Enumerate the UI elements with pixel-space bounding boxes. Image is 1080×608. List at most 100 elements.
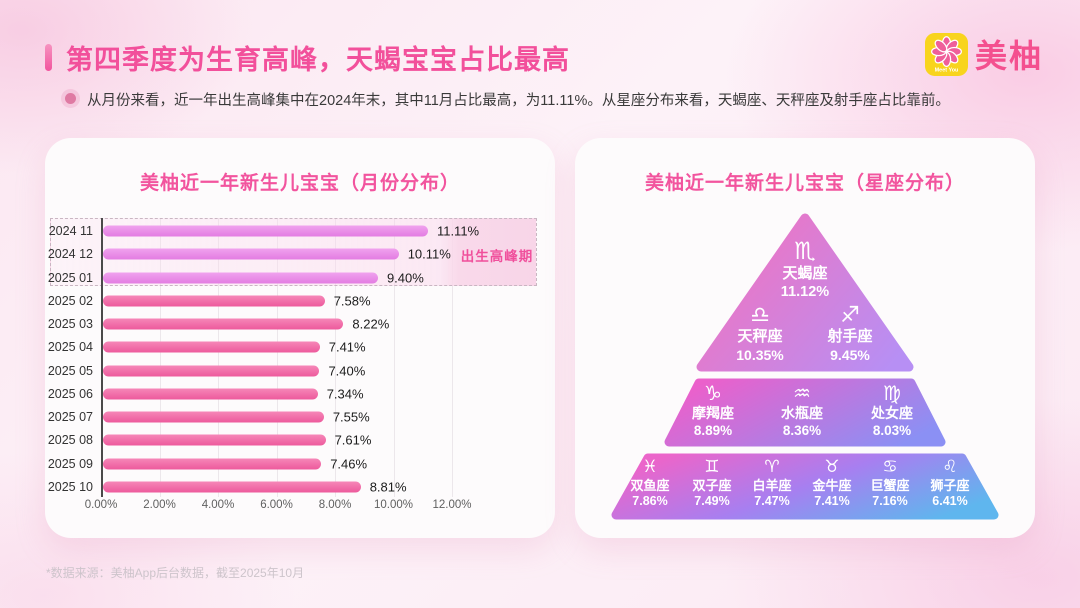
x-tick-label: 10.00% — [373, 499, 414, 511]
zodiac-cell: ♈ 白羊座 7.47% — [752, 458, 792, 509]
zodiac-percentage: 7.49% — [694, 494, 730, 509]
grid-line — [218, 218, 219, 497]
zodiac-cell: ♊ 双子座 7.49% — [692, 457, 732, 509]
bar-value-label: 8.81% — [369, 479, 407, 495]
x-tick-label: 12.00% — [432, 499, 472, 511]
zodiac-percentage: 6.41% — [932, 494, 968, 509]
category-label: 2025 10 — [47, 479, 93, 494]
category-label: 2025 06 — [47, 386, 93, 401]
grid-line — [159, 218, 161, 497]
bar-value-label: 8.22% — [352, 316, 390, 332]
zodiac-cell: ♎ 天秤座 10.35% — [736, 304, 783, 364]
bar-value-label: 7.41% — [328, 339, 366, 355]
bar — [103, 434, 326, 446]
bar — [103, 411, 324, 423]
logo-brand-text: 美柚 — [974, 38, 1043, 74]
zodiac-cell: ♌ 狮子座 6.41% — [930, 457, 970, 509]
zodiac-symbol-icon: ♍ — [883, 381, 901, 405]
title-accent-bar — [45, 44, 52, 71]
category-label: 2025 09 — [47, 456, 93, 471]
zodiac-symbol-icon: ♉ — [824, 457, 840, 477]
x-tick-label: 2.00% — [143, 499, 176, 511]
zodiac-name: 天秤座 — [737, 328, 783, 346]
zodiac-cell: ♐ 射手座 9.45% — [827, 304, 872, 364]
x-tick-label: 0.00% — [84, 499, 118, 511]
subtitle-text: 从月份来看，近一年出生高峰集中在2024年末，其中11月占比最高，为11.11%… — [87, 93, 950, 109]
bar — [103, 341, 320, 353]
bar-value-label: 7.55% — [332, 409, 370, 425]
zodiac-name: 狮子座 — [930, 477, 970, 493]
bar — [103, 388, 318, 400]
zodiac-symbol-icon: ♎ — [750, 303, 770, 328]
month-distribution-card: 美柚近一年新生儿宝宝（月份分布） 出生高峰期 2024 11 11.11% 2024 … — [45, 138, 555, 538]
category-label: 2025 08 — [47, 433, 93, 448]
bar-value-label: 11.11% — [436, 223, 480, 239]
zodiac-name: 水瓶座 — [781, 405, 823, 421]
bar-value-label: 7.61% — [334, 432, 372, 448]
month-bar-chart: 出生高峰期 2024 11 11.11% 2024 12 10.11% 2025 01 9.… — [45, 138, 555, 538]
category-label: 2025 02 — [47, 293, 93, 308]
bar — [103, 365, 320, 376]
logo-sub-text: Meet You — [935, 67, 959, 73]
pyramid-top-triangle — [696, 213, 914, 372]
zodiac-pyramid-chart: ♏ 天蝎座 11.12% ♎ 天秤座 10.35% ♐ 射手座 9.45% ♑ 摩羯座 8.89% ♒ 水… — [575, 138, 1035, 538]
zodiac-symbol-icon: ♊ — [704, 457, 720, 477]
meiyou-flower-icon: Meet You — [924, 32, 968, 76]
zodiac-name: 双子座 — [692, 477, 732, 493]
zodiac-percentage: 7.47% — [754, 494, 790, 509]
bar — [103, 458, 322, 469]
pyramid-middle-band — [664, 378, 946, 447]
data-source-note: *数据来源：美柚App后台数据，截至2025年10月 — [46, 566, 305, 580]
zodiac-symbol-icon: ♌ — [942, 457, 958, 477]
zodiac-name: 射手座 — [827, 328, 873, 346]
zodiac-name: 白羊座 — [752, 477, 792, 493]
zodiac-percentage: 7.16% — [872, 494, 908, 509]
x-tick-label: 8.00% — [318, 499, 352, 511]
bar-value-label: 10.11% — [407, 246, 451, 262]
month-chart-title: 美柚近一年新生儿宝宝（月份分布） — [139, 173, 460, 194]
bar-value-label: 7.34% — [326, 386, 364, 402]
category-label: 2025 07 — [47, 410, 93, 424]
zodiac-name: 摩羯座 — [692, 405, 734, 421]
zodiac-cell: ♏ 天蝎座 11.12% — [781, 237, 829, 302]
bar — [103, 295, 325, 307]
bar — [103, 225, 428, 237]
grid-line — [393, 218, 395, 497]
zodiac-cell: ♋ 巨蟹座 7.16% — [870, 457, 910, 509]
zodiac-percentage: 8.89% — [693, 422, 733, 438]
zodiac-percentage: 9.45% — [830, 347, 870, 364]
zodiac-name: 双鱼座 — [630, 477, 670, 493]
zodiac-symbol-icon: ♑ — [704, 381, 722, 405]
zodiac-name: 处女座 — [871, 405, 913, 421]
category-label: 2025 01 — [47, 270, 93, 285]
zodiac-name: 巨蟹座 — [870, 477, 910, 493]
x-tick-label: 4.00% — [201, 499, 235, 511]
zodiac-percentage: 7.86% — [632, 494, 668, 509]
zodiac-cell: ♓ 双鱼座 7.86% — [630, 458, 670, 509]
category-label: 2025 05 — [47, 363, 93, 378]
zodiac-symbol-icon: ♋ — [882, 457, 898, 477]
zodiac-percentage: 8.03% — [872, 422, 912, 438]
category-label: 2025 04 — [47, 340, 93, 355]
bar-value-label: 7.40% — [328, 363, 366, 378]
grid-line — [452, 218, 453, 497]
page-title: 第四季度为生育高峰，天蝎宝宝占比最高 — [66, 45, 570, 75]
pyramid-shapes — [611, 213, 999, 520]
category-label: 2025 03 — [47, 317, 93, 331]
meiyou-logo: Meet You 美柚 — [924, 31, 1043, 77]
bar-value-label: 7.46% — [330, 456, 368, 471]
zodiac-symbol-icon: ♐ — [840, 303, 860, 328]
zodiac-distribution-card: 美柚近一年新生儿宝宝（星座分布） — [575, 138, 1035, 538]
zodiac-name: 金牛座 — [812, 477, 852, 493]
zodiac-symbol-icon: ♏ — [794, 237, 816, 265]
bar — [103, 318, 344, 330]
zodiac-percentage: 8.36% — [782, 422, 822, 438]
bar — [103, 481, 361, 493]
zodiac-cell: ♑ 摩羯座 8.89% — [692, 383, 734, 439]
x-tick-label: 6.00% — [260, 499, 293, 511]
bar-value-label: 9.40% — [386, 270, 424, 285]
bar — [103, 272, 378, 283]
birth-peak-label: 出生高峰期 — [460, 249, 534, 264]
zodiac-name: 天蝎座 — [782, 265, 828, 283]
zodiac-cell: ♍ 处女座 8.03% — [871, 383, 913, 439]
